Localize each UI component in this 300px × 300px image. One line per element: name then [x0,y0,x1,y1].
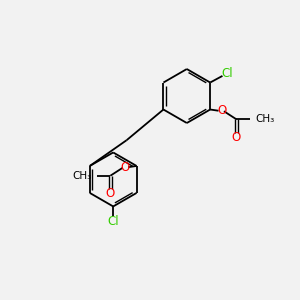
Text: CH₃: CH₃ [72,171,92,181]
Text: O: O [217,104,226,117]
Text: O: O [106,187,115,200]
Text: O: O [232,131,241,144]
Text: Cl: Cl [221,67,233,80]
Text: O: O [120,161,130,174]
Text: Cl: Cl [107,215,119,228]
Text: CH₃: CH₃ [255,114,274,124]
